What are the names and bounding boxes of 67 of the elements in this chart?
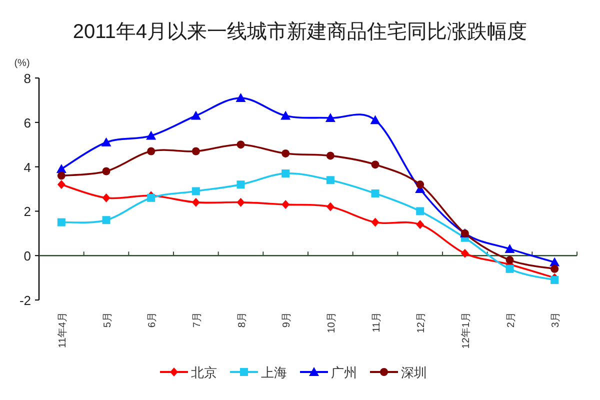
point bbox=[460, 248, 469, 258]
ytick: 0 bbox=[24, 248, 31, 264]
xtick: 9月 bbox=[282, 312, 293, 328]
point bbox=[57, 172, 66, 180]
xtick: 10月 bbox=[326, 312, 338, 334]
point bbox=[192, 198, 200, 207]
point bbox=[282, 200, 290, 210]
legend-item: 上海 bbox=[230, 365, 287, 380]
ytick: -2 bbox=[19, 293, 31, 308]
point bbox=[190, 110, 201, 120]
point bbox=[280, 110, 291, 120]
point bbox=[371, 218, 380, 227]
ytick: 8 bbox=[24, 71, 31, 86]
xtick: 5月 bbox=[102, 312, 114, 328]
point bbox=[102, 193, 110, 202]
point bbox=[192, 187, 200, 196]
point bbox=[326, 176, 334, 184]
point bbox=[282, 149, 290, 158]
xtick: 6月 bbox=[147, 312, 158, 328]
point bbox=[550, 264, 559, 273]
legend-item: 北京 bbox=[160, 365, 217, 380]
legend-label: 广州 bbox=[331, 365, 357, 380]
xtick: 7月 bbox=[192, 312, 203, 328]
point bbox=[282, 169, 290, 178]
ytick: 2 bbox=[24, 204, 31, 220]
xtick: 8月 bbox=[236, 312, 248, 328]
point bbox=[102, 167, 110, 176]
ytick: 6 bbox=[24, 115, 31, 130]
point bbox=[326, 202, 334, 212]
xtick: 12月 bbox=[416, 312, 428, 334]
point bbox=[506, 264, 514, 273]
point bbox=[371, 160, 380, 169]
point bbox=[550, 276, 559, 284]
point bbox=[416, 207, 424, 216]
point bbox=[147, 147, 156, 156]
point bbox=[325, 112, 336, 122]
xtick: 11年4月 bbox=[57, 312, 68, 348]
legend-label: 北京 bbox=[191, 365, 217, 380]
point bbox=[236, 198, 245, 207]
point bbox=[146, 130, 156, 140]
point bbox=[57, 218, 66, 226]
ytick: 4 bbox=[24, 160, 31, 175]
legend-label: 深圳 bbox=[401, 365, 427, 380]
point bbox=[416, 180, 424, 189]
point bbox=[236, 92, 246, 102]
ylabel: (%) bbox=[14, 58, 30, 69]
point bbox=[236, 140, 245, 149]
xtick: 11月 bbox=[371, 312, 382, 332]
point bbox=[504, 244, 515, 253]
point bbox=[57, 180, 66, 190]
point bbox=[147, 194, 156, 202]
point bbox=[416, 220, 424, 230]
point bbox=[506, 256, 514, 264]
legend-item: 深圳 bbox=[370, 365, 427, 380]
point bbox=[102, 216, 110, 224]
xtick: 2月 bbox=[506, 312, 517, 328]
title: 2011年4月以来一线城市新建商品住宅同比涨跌幅度 bbox=[72, 21, 528, 43]
xtick: 12年1月 bbox=[460, 312, 472, 349]
point bbox=[236, 180, 245, 189]
point bbox=[370, 115, 380, 124]
xtick: 3月 bbox=[550, 312, 562, 328]
point bbox=[326, 152, 334, 160]
legend-item: 广州 bbox=[300, 365, 357, 380]
point bbox=[101, 137, 112, 146]
legend-label: 上海 bbox=[261, 365, 287, 380]
point bbox=[371, 189, 380, 198]
point bbox=[192, 147, 200, 156]
